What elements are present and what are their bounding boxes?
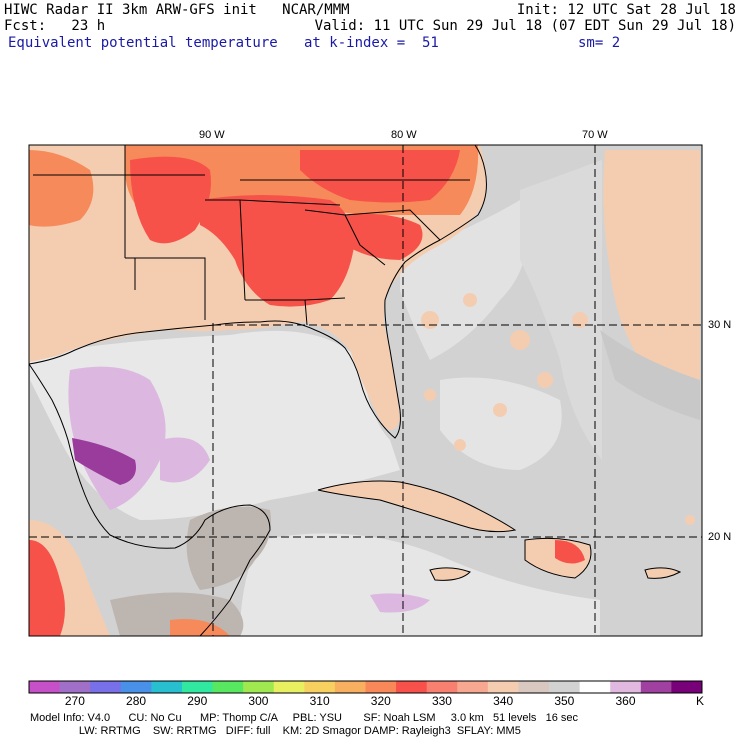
graticule [29,145,702,636]
colorbar-swatch [426,681,458,693]
colorbar-swatch [304,681,336,693]
colorbar-swatch [243,681,275,693]
colorbar-swatch [579,681,611,693]
colorbar-swatch [181,681,214,693]
colorbar-swatch [212,681,244,693]
colorbar-tick-label: 320 [370,694,391,708]
cuba-field [318,481,515,532]
colorbar-tick-label: 270 [64,694,85,708]
colorbar-swatch [273,681,305,693]
low-theta-field [68,366,166,510]
lat-label-20n: 20 N [708,531,732,543]
hot-core [200,195,355,307]
model-title: HIWC Radar II 3km ARW-GFS init NCAR/MMM [4,2,350,18]
colorbar [28,680,703,694]
colorbar-swatch [90,681,122,693]
map-frame [28,144,703,637]
colorbar-tick-label: 330 [431,694,452,708]
colorbar-tick-label: 290 [187,694,208,708]
forecast-hour: Fcst: 23 h [4,18,106,34]
colorbar-swatch [610,681,642,693]
yucatan-field [186,506,271,590]
colorbar-swatch [518,681,550,693]
valid-time: Valid: 11 UTC Sun 29 Jul 18 (07 EDT Sun … [314,18,736,34]
smoothing-label: sm= 2 [578,35,621,51]
colorbar-swatch [365,681,397,693]
colorbar-unit: K [695,694,705,708]
coastlines [29,145,682,636]
colorbar-tick-label: 360 [615,694,636,708]
init-time: Init: 12 UTC Sat 28 Jul 18 [516,2,736,18]
lat-label-30n: 30 N [708,319,732,331]
colorbar-swatch [29,681,61,693]
lon-label-80w: 80 W [391,129,417,141]
colorbar-swatch [487,681,519,693]
model-info-line2: LW: RRTMG SW: RRTMG DIFF: full KM: 2D Sm… [30,725,521,737]
colorbar-tick-label: 350 [554,694,575,708]
colorbar-tick-label: 280 [126,694,147,708]
colorbar-swatch [457,681,489,693]
colorbar-swatch [120,681,152,693]
level-label: at k-index = 51 [304,35,439,51]
colorbar-swatch [151,681,183,693]
field-name: Equivalent potential temperature [8,35,278,51]
colorbar-swatch [671,681,703,693]
lon-label-70w: 70 W [582,129,608,141]
colorbar-swatch [640,681,672,693]
min-theta-core [72,438,136,485]
lon-label-90w: 90 W [199,129,225,141]
colorbar-swatch [396,681,428,693]
model-info-line1: Model Info: V4.0 CU: No Cu MP: Thomp C/A… [30,712,578,724]
colorbar-tick-label: 340 [493,694,514,708]
colorbar-swatch [549,681,581,693]
colorbar-tick-label: 310 [309,694,330,708]
colorbar-swatch [334,681,366,693]
colorbar-swatch [59,681,91,693]
colorbar-tick-label: 300 [248,694,269,708]
ocean-warm-patch [603,150,700,420]
